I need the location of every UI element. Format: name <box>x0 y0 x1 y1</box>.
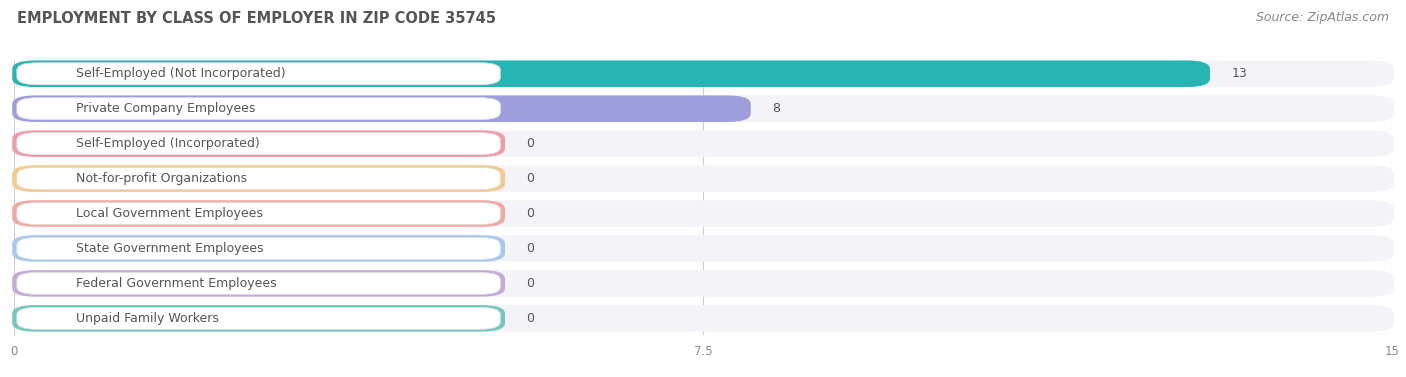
FancyBboxPatch shape <box>13 60 1211 87</box>
FancyBboxPatch shape <box>13 235 1393 262</box>
Text: 0: 0 <box>526 242 534 255</box>
FancyBboxPatch shape <box>13 270 505 297</box>
Text: Private Company Employees: Private Company Employees <box>76 102 256 115</box>
Text: EMPLOYMENT BY CLASS OF EMPLOYER IN ZIP CODE 35745: EMPLOYMENT BY CLASS OF EMPLOYER IN ZIP C… <box>17 11 496 26</box>
Text: State Government Employees: State Government Employees <box>76 242 264 255</box>
FancyBboxPatch shape <box>17 202 501 225</box>
FancyBboxPatch shape <box>13 95 1393 122</box>
Text: 0: 0 <box>526 277 534 290</box>
FancyBboxPatch shape <box>17 133 501 155</box>
FancyBboxPatch shape <box>17 307 501 329</box>
FancyBboxPatch shape <box>13 305 1393 332</box>
Text: 13: 13 <box>1232 67 1247 80</box>
FancyBboxPatch shape <box>17 98 501 120</box>
FancyBboxPatch shape <box>13 130 505 157</box>
FancyBboxPatch shape <box>13 305 505 332</box>
Text: Federal Government Employees: Federal Government Employees <box>76 277 277 290</box>
FancyBboxPatch shape <box>17 63 501 85</box>
FancyBboxPatch shape <box>13 130 1393 157</box>
FancyBboxPatch shape <box>13 270 1393 297</box>
Text: Self-Employed (Not Incorporated): Self-Employed (Not Incorporated) <box>76 67 285 80</box>
Text: Unpaid Family Workers: Unpaid Family Workers <box>76 312 219 325</box>
FancyBboxPatch shape <box>17 272 501 294</box>
Text: 8: 8 <box>772 102 780 115</box>
FancyBboxPatch shape <box>17 238 501 259</box>
Text: 0: 0 <box>526 172 534 185</box>
FancyBboxPatch shape <box>13 95 751 122</box>
FancyBboxPatch shape <box>13 200 1393 227</box>
FancyBboxPatch shape <box>13 165 1393 192</box>
Text: Not-for-profit Organizations: Not-for-profit Organizations <box>76 172 247 185</box>
FancyBboxPatch shape <box>17 167 501 190</box>
Text: Source: ZipAtlas.com: Source: ZipAtlas.com <box>1256 11 1389 24</box>
Text: Local Government Employees: Local Government Employees <box>76 207 263 220</box>
FancyBboxPatch shape <box>13 235 505 262</box>
Text: Self-Employed (Incorporated): Self-Employed (Incorporated) <box>76 137 260 150</box>
Text: 0: 0 <box>526 207 534 220</box>
Text: 0: 0 <box>526 137 534 150</box>
FancyBboxPatch shape <box>13 165 505 192</box>
FancyBboxPatch shape <box>13 60 1393 87</box>
FancyBboxPatch shape <box>13 200 505 227</box>
Text: 0: 0 <box>526 312 534 325</box>
